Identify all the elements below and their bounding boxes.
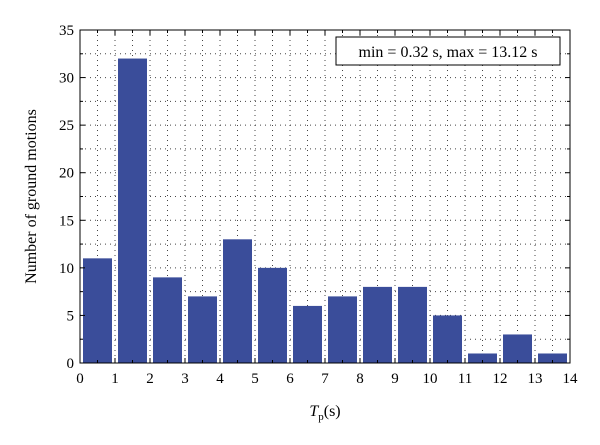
- y-tick-label: 25: [59, 118, 74, 134]
- histogram-bar: [503, 334, 532, 363]
- histogram-bar: [363, 286, 392, 363]
- x-tick-label: 2: [146, 371, 154, 387]
- bars: [83, 58, 567, 364]
- x-tick-label: 10: [423, 371, 438, 387]
- y-tick-label: 5: [67, 308, 75, 324]
- y-tick-label: 20: [59, 166, 74, 182]
- grid: [80, 30, 570, 363]
- x-tick-label: 13: [528, 371, 543, 387]
- histogram-bar: [188, 296, 217, 363]
- annotation-frame: [335, 36, 561, 66]
- x-axis-label-unit: (s): [324, 403, 341, 420]
- x-tick-label: 3: [181, 371, 189, 387]
- x-tick-label: 5: [251, 371, 259, 387]
- x-tick-label: 0: [76, 371, 84, 387]
- x-tick-label: 6: [286, 371, 294, 387]
- histogram-bar: [538, 353, 567, 363]
- x-tick-label: 1: [111, 371, 119, 387]
- y-tick-label: 15: [59, 213, 74, 229]
- y-tick-label: 10: [59, 261, 74, 277]
- y-tick-label: 30: [59, 71, 74, 87]
- histogram-bar: [468, 353, 497, 363]
- histogram-bar: [398, 286, 427, 363]
- x-tick-label: 12: [493, 371, 508, 387]
- histogram-bar: [258, 267, 287, 363]
- x-tick-label: 4: [216, 371, 224, 387]
- histogram-bar: [328, 296, 357, 363]
- x-tick-label: 11: [458, 371, 472, 387]
- histogram-bar: [293, 305, 322, 363]
- y-tick-label: 0: [67, 356, 75, 372]
- x-tick-label: 8: [356, 371, 364, 387]
- histogram-bar: [118, 58, 147, 364]
- annotation-box: min = 0.32 s, max = 13.12 s: [335, 36, 561, 66]
- y-axis-label: Number of ground motions: [23, 109, 40, 284]
- x-tick-label: 14: [563, 371, 579, 387]
- histogram-bar: [223, 239, 252, 363]
- x-axis-label-subscript: p: [318, 411, 324, 423]
- x-tick-label: 9: [391, 371, 399, 387]
- y-tick-label: 35: [59, 23, 74, 39]
- annotation-text: min = 0.32 s, max = 13.12 s: [359, 44, 538, 61]
- x-axis-label-main: T: [309, 403, 319, 420]
- x-tick-label: 7: [321, 371, 329, 387]
- histogram-bar: [83, 258, 112, 363]
- histogram-bar: [433, 315, 462, 363]
- x-axis-label: Tp(s): [309, 403, 340, 423]
- histogram-bar: [153, 277, 182, 363]
